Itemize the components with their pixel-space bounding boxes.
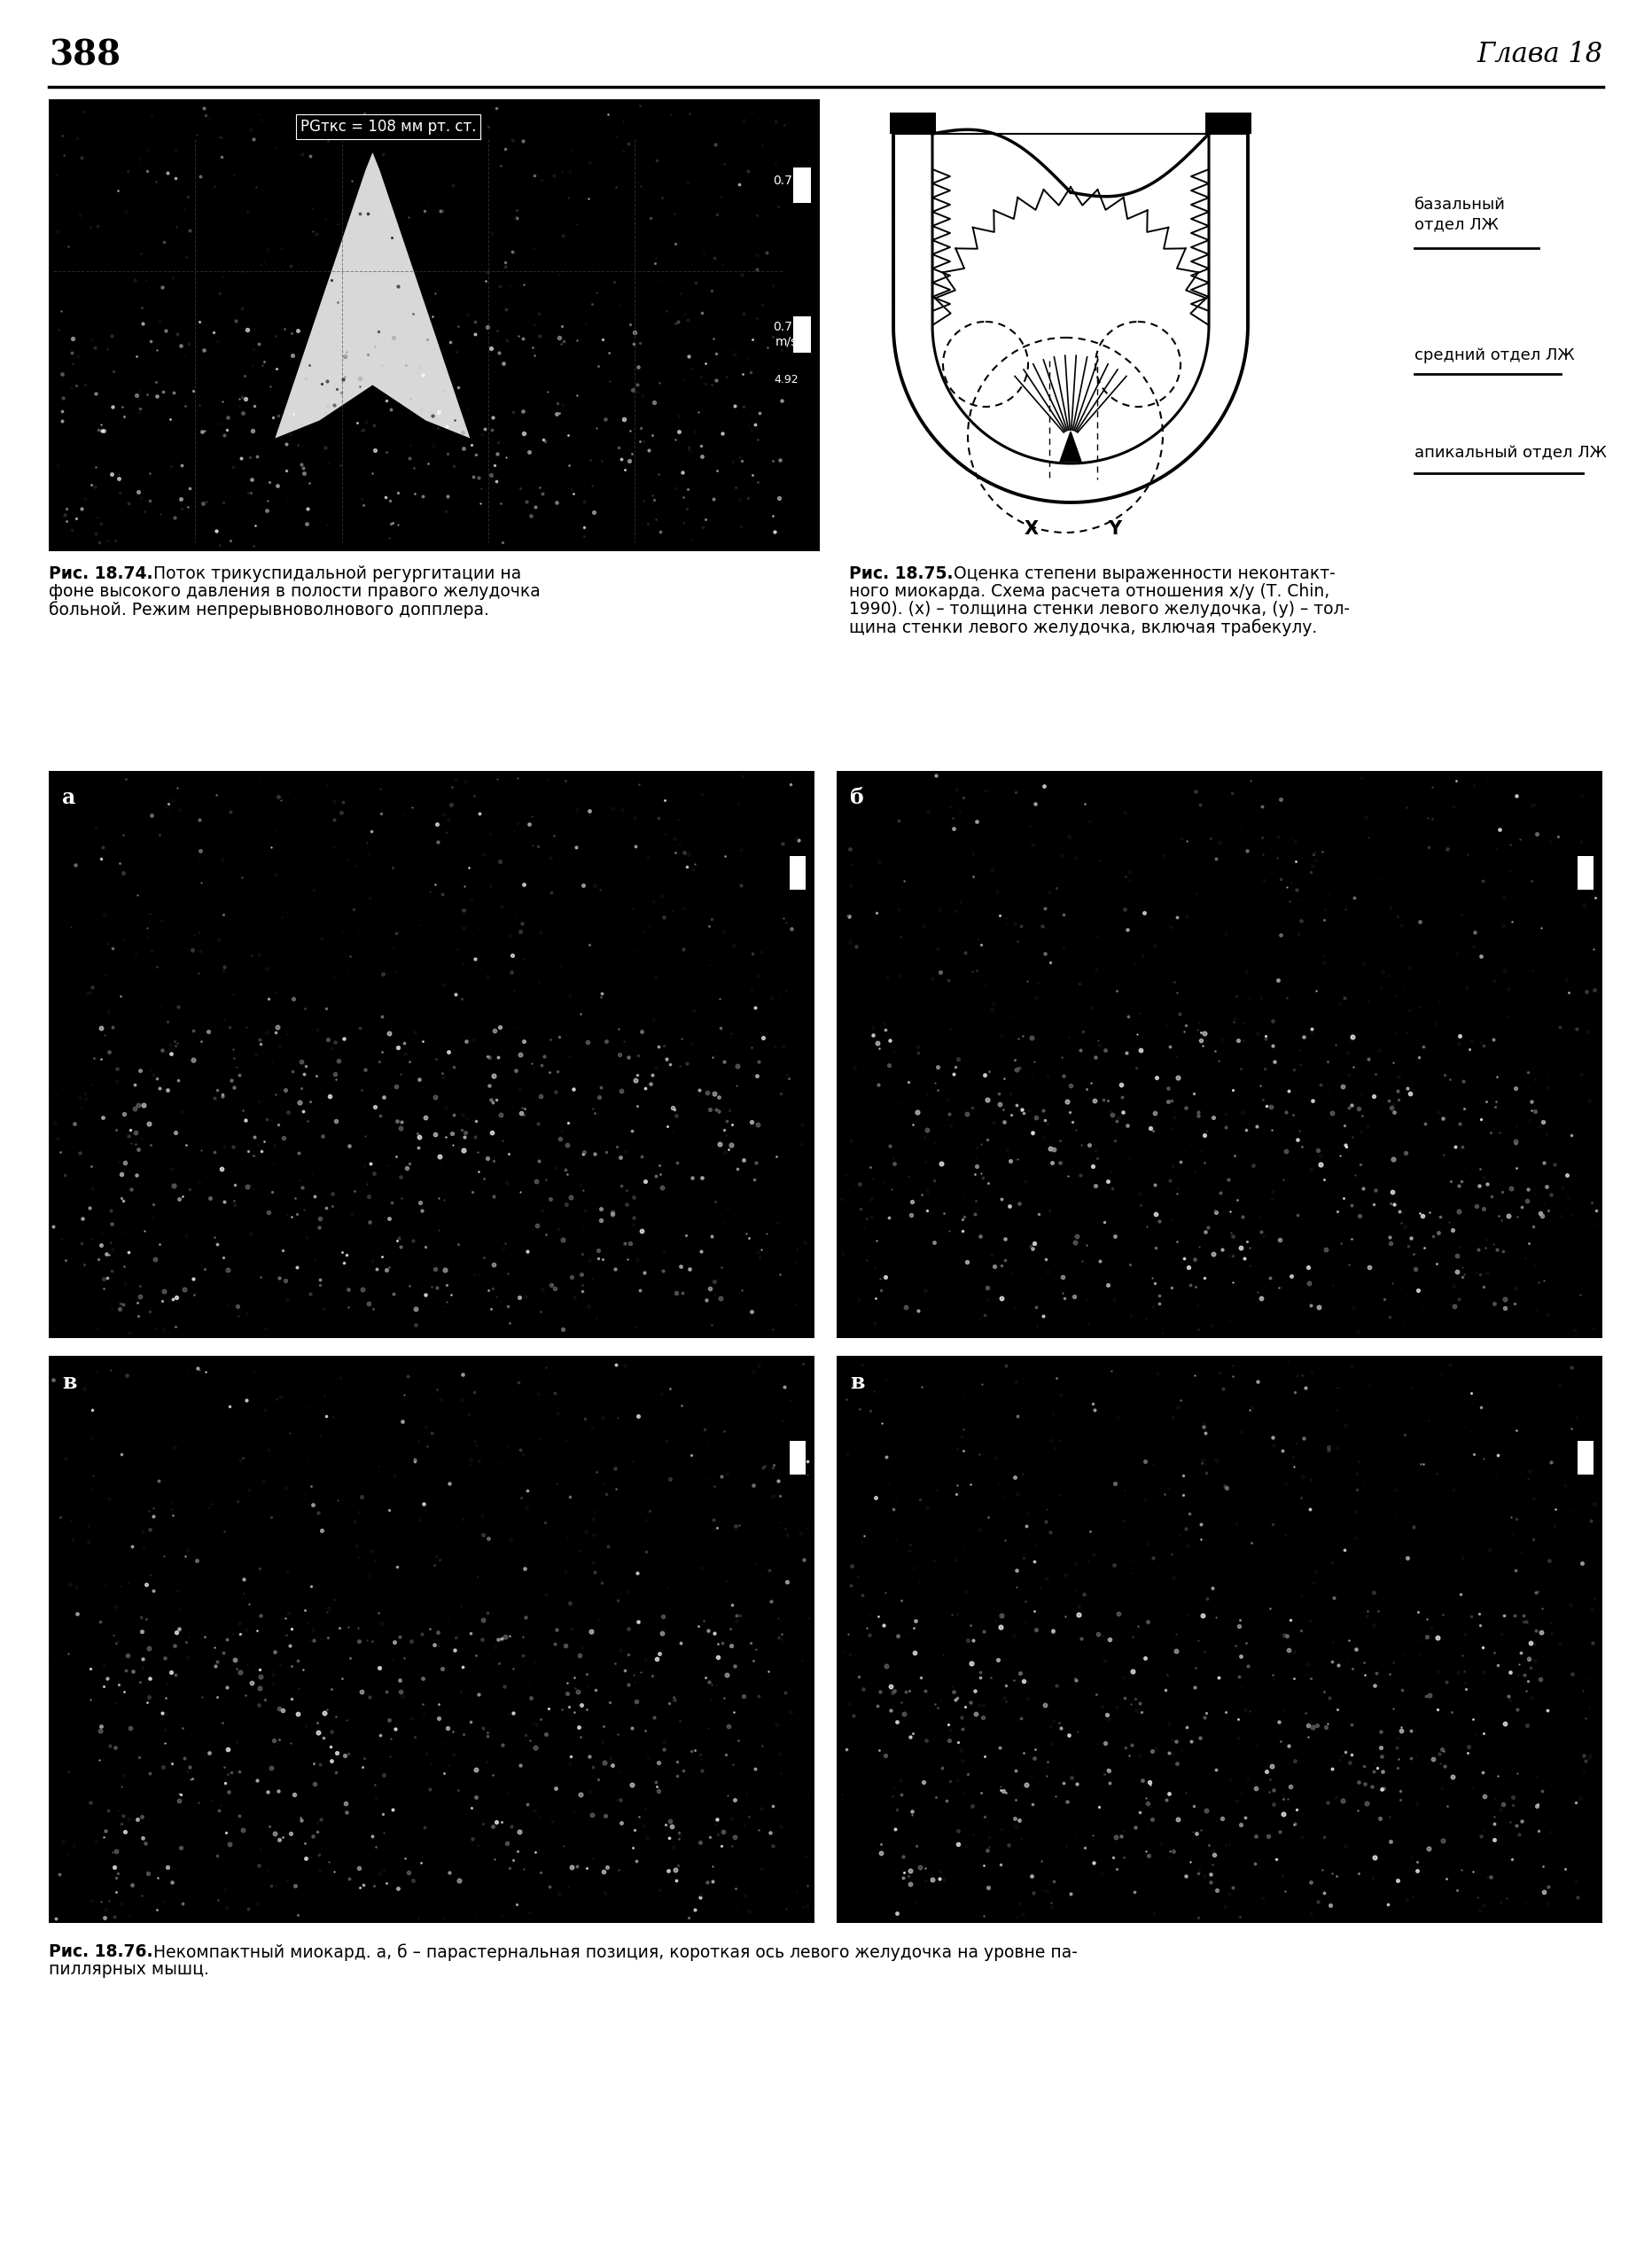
- Text: Y: Y: [1108, 521, 1122, 537]
- Bar: [50, 100, 819, 550]
- Bar: [790, 856, 806, 890]
- Text: щина стенки левого желудочка, включая трабекулу.: щина стенки левого желудочка, включая тр…: [849, 618, 1317, 636]
- Bar: [890, 113, 937, 134]
- Text: средний отдел ЛЖ: средний отдел ЛЖ: [1414, 347, 1574, 362]
- Bar: [1578, 856, 1594, 890]
- Bar: [1206, 113, 1252, 134]
- Text: PGткс = 108 мм рт. ст.: PGткс = 108 мм рт. ст.: [301, 118, 476, 134]
- Text: Рис. 18.76.: Рис. 18.76.: [50, 1943, 154, 1959]
- Text: базальный
отдел ЛЖ: базальный отдел ЛЖ: [1414, 197, 1505, 233]
- Text: Оценка степени выраженности неконтакт-: Оценка степени выраженности неконтакт-: [948, 566, 1335, 582]
- Text: 0.77: 0.77: [773, 174, 800, 186]
- Text: б: б: [849, 786, 864, 809]
- Bar: [50, 770, 814, 1339]
- Text: Некомпактный миокард. а, б – парастернальная позиция, короткая ось левого желудо: Некомпактный миокард. а, б – парастернал…: [149, 1943, 1077, 1961]
- Text: 1990). (х) – толщина стенки левого желудочка, (у) – тол-: 1990). (х) – толщина стенки левого желуд…: [849, 600, 1350, 618]
- Text: Рис. 18.74.: Рис. 18.74.: [50, 566, 154, 582]
- Polygon shape: [276, 152, 471, 437]
- Text: Глава 18: Глава 18: [1477, 41, 1602, 68]
- Bar: [836, 770, 1602, 1339]
- Bar: [793, 168, 811, 204]
- Text: а: а: [63, 786, 76, 809]
- Text: апикальный отдел ЛЖ: апикальный отдел ЛЖ: [1414, 444, 1607, 460]
- Text: 4.92: 4.92: [773, 374, 798, 385]
- Text: пиллярных мышц.: пиллярных мышц.: [50, 1961, 210, 1977]
- Bar: [793, 317, 811, 353]
- Polygon shape: [1061, 433, 1082, 462]
- Bar: [50, 1357, 814, 1923]
- Text: в: в: [849, 1373, 864, 1393]
- Bar: [790, 1441, 806, 1475]
- Bar: [836, 1357, 1602, 1923]
- Text: Поток трикуспидальной регургитации на: Поток трикуспидальной регургитации на: [149, 566, 522, 582]
- Bar: [1578, 1441, 1594, 1475]
- Text: 0.77
m/s: 0.77 m/s: [773, 322, 800, 347]
- Text: ного миокарда. Схема расчета отношения х/у (Т. Chin,: ного миокарда. Схема расчета отношения х…: [849, 582, 1330, 600]
- Text: фоне высокого давления в полости правого желудочка: фоне высокого давления в полости правого…: [50, 582, 540, 600]
- Text: Рис. 18.75.: Рис. 18.75.: [849, 566, 953, 582]
- Text: X: X: [1024, 521, 1039, 537]
- Text: в: в: [63, 1373, 76, 1393]
- Text: 388: 388: [50, 39, 121, 72]
- Text: больной. Режим непрерывноволнового допплера.: больной. Режим непрерывноволнового доппл…: [50, 600, 489, 618]
